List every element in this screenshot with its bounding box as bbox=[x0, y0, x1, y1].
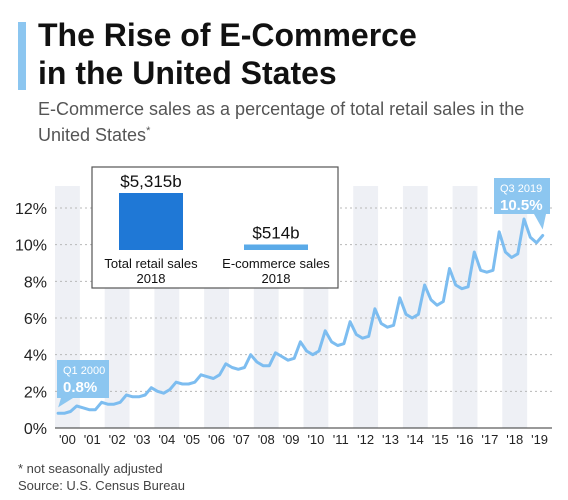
x-tick-label: '10 bbox=[307, 432, 324, 447]
ecommerce-share-line bbox=[56, 217, 545, 415]
y-tick-label: 8% bbox=[24, 274, 47, 291]
total-retail-label: Total retail sales bbox=[104, 256, 198, 271]
chart-footer: * not seasonally adjusted Source: U.S. C… bbox=[18, 460, 185, 494]
total-retail-value-label: $5,315b bbox=[120, 172, 181, 191]
ecommerce-value-label: $514b bbox=[252, 223, 299, 242]
y-tick-label: 12% bbox=[15, 201, 47, 218]
subtitle-footnote-mark: * bbox=[146, 125, 151, 137]
y-tick-label: 6% bbox=[24, 311, 47, 328]
callout-period: Q1 2000 bbox=[63, 365, 105, 377]
x-tick-label: '14 bbox=[407, 432, 424, 447]
source-note: Source: U.S. Census Bureau bbox=[18, 478, 185, 493]
y-tick-label: 4% bbox=[24, 348, 47, 365]
callout-value: 0.8% bbox=[63, 379, 97, 396]
x-tick-label: '04 bbox=[158, 432, 175, 447]
subtitle-text: E-Commerce sales as a percentage of tota… bbox=[38, 99, 525, 145]
x-tick-label: '19 bbox=[531, 432, 548, 447]
title-accent-bar bbox=[18, 22, 26, 90]
x-tick-label: '05 bbox=[183, 432, 200, 447]
x-tick-label: '16 bbox=[457, 432, 474, 447]
y-tick-label: 0% bbox=[24, 421, 47, 438]
footnote: * not seasonally adjusted bbox=[18, 461, 163, 476]
callout-box bbox=[57, 360, 109, 398]
callout-pointer bbox=[58, 398, 73, 408]
x-tick-label: '09 bbox=[283, 432, 300, 447]
title-line-2: in the United States bbox=[38, 55, 337, 91]
x-tick-label: '01 bbox=[84, 432, 101, 447]
x-tick-label: '12 bbox=[357, 432, 374, 447]
x-tick-label: '15 bbox=[432, 432, 449, 447]
callout-pointer bbox=[534, 214, 546, 230]
callout-period: Q3 2019 bbox=[500, 183, 542, 195]
x-tick-label: '18 bbox=[506, 432, 523, 447]
x-tick-label: '17 bbox=[481, 432, 498, 447]
x-tick-label: '06 bbox=[208, 432, 225, 447]
callout-value: 10.5% bbox=[500, 197, 543, 214]
callout-box bbox=[494, 178, 550, 214]
x-tick-label: '00 bbox=[59, 432, 76, 447]
x-tick-label: '08 bbox=[258, 432, 275, 447]
x-tick-label: '13 bbox=[382, 432, 399, 447]
year-band bbox=[452, 186, 478, 428]
y-tick-label: 2% bbox=[24, 384, 47, 401]
title-line-1: The Rise of E-Commerce bbox=[38, 17, 417, 53]
ecommerce-bar bbox=[244, 244, 308, 250]
x-tick-label: '02 bbox=[109, 432, 126, 447]
ecommerce-label: E-commerce sales bbox=[222, 256, 330, 271]
total-retail-bar bbox=[119, 193, 183, 250]
total-retail-year-label: 2018 bbox=[137, 271, 166, 286]
chart-subtitle: E-Commerce sales as a percentage of tota… bbox=[38, 98, 558, 146]
page-title: The Rise of E-Commerce in the United Sta… bbox=[38, 16, 558, 92]
x-tick-label: '03 bbox=[133, 432, 150, 447]
ecommerce-year-label: 2018 bbox=[262, 271, 291, 286]
x-tick-label: '07 bbox=[233, 432, 250, 447]
x-tick-label: '11 bbox=[333, 432, 349, 447]
year-band bbox=[353, 186, 379, 428]
year-band bbox=[402, 186, 428, 428]
y-tick-label: 10% bbox=[15, 238, 47, 255]
